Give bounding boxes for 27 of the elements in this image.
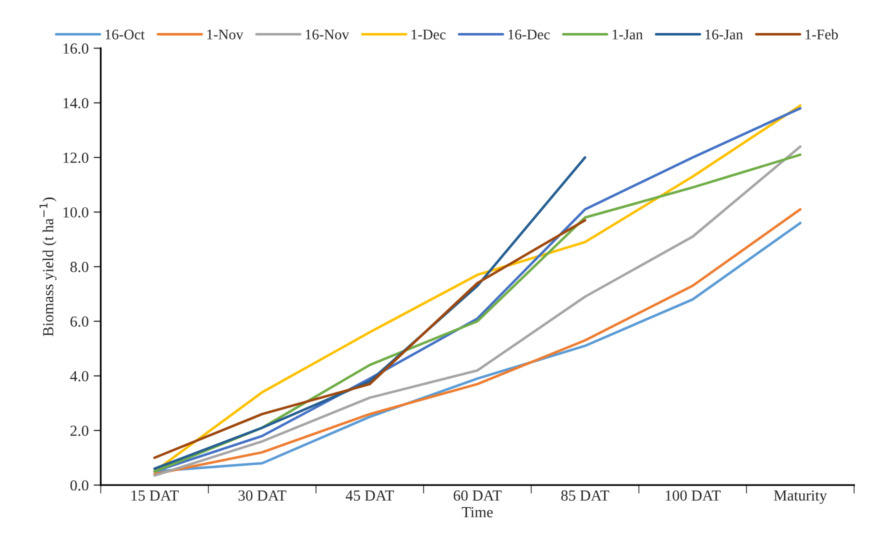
y-tick-label: 4.0	[70, 371, 88, 382]
x-tick-label: 85 DAT	[561, 490, 610, 501]
y-tick-label: 0.0	[70, 480, 88, 491]
legend-label: 1-Feb	[806, 29, 838, 40]
line-series	[153, 218, 586, 460]
y-tick-label: 16.0	[64, 43, 88, 54]
y-tick-label: 12.0	[64, 152, 88, 163]
x-tick-label: 15 DAT	[132, 490, 179, 501]
legend-label: 1-Jan	[612, 30, 643, 40]
y-tick-label: 14.0	[64, 98, 88, 108]
legend-label: 1-Dec	[412, 30, 446, 40]
legend-label: 16-Jan	[706, 30, 743, 40]
x-tick-label: 60 DAT	[454, 490, 502, 501]
y-tick-label: 2.0	[70, 426, 88, 436]
x-tick-label: 30 DAT	[238, 490, 286, 501]
y-tick-label: 8.0	[70, 262, 88, 272]
x-tick-label: Maturity	[774, 490, 827, 504]
legend-label: 16-Oct	[106, 30, 145, 40]
x-tick-label: 100 DAT	[666, 490, 721, 501]
legend-label: 16-Nov	[306, 30, 350, 40]
x-tick-label: 45 DAT	[346, 490, 394, 501]
y-axis-title: Biomass yield (t ha$^{−1}$)	[40, 198, 56, 336]
y-tick-label: 10.0	[64, 207, 88, 218]
x-axis-title: Time	[462, 507, 493, 518]
legend-label: 1-Nov	[207, 30, 244, 40]
y-tick-label: 6.0	[70, 316, 88, 327]
legend-label: 16-Dec	[508, 30, 550, 40]
